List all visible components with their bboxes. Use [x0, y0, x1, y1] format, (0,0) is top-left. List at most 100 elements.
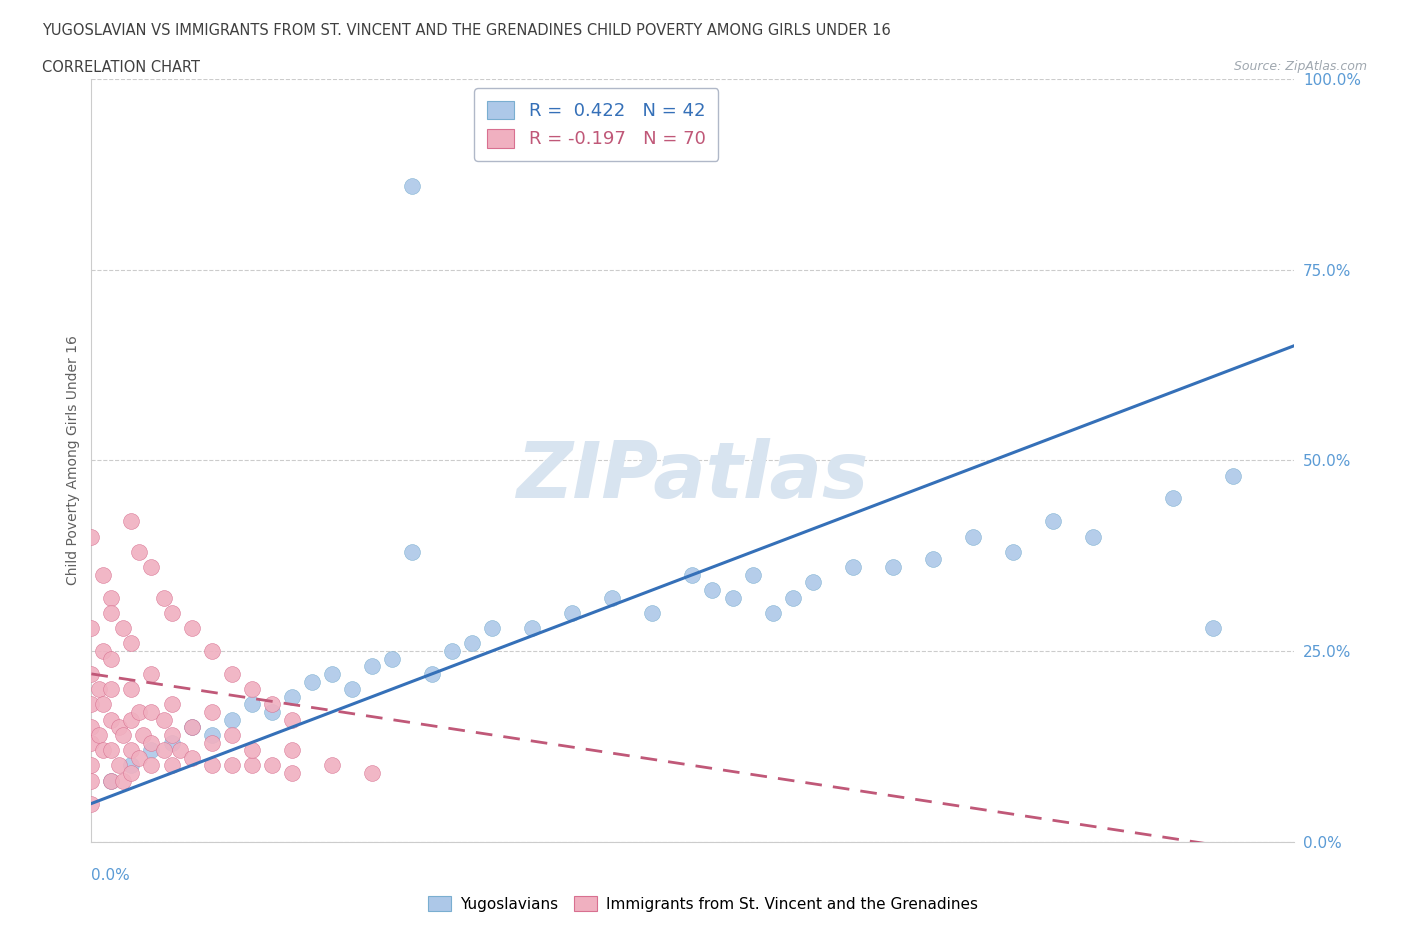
Point: [240, 743, 263, 758]
Point: [100, 773, 122, 788]
Point: [1163, 491, 1185, 506]
Point: [641, 605, 664, 620]
Point: [360, 765, 382, 780]
Point: [260, 697, 283, 711]
Point: [240, 697, 263, 711]
Point: [100, 743, 122, 758]
Point: [340, 682, 363, 697]
Point: [401, 179, 423, 193]
Point: [152, 712, 174, 727]
Point: [100, 591, 122, 605]
Point: [260, 758, 283, 773]
Point: [1202, 620, 1225, 635]
Point: [100, 682, 122, 697]
Point: [112, 620, 135, 635]
Point: [152, 743, 174, 758]
Point: [141, 743, 163, 758]
Legend: Yugoslavians, Immigrants from St. Vincent and the Grenadines: Yugoslavians, Immigrants from St. Vincen…: [422, 889, 984, 918]
Point: [141, 705, 163, 720]
Point: [702, 582, 724, 597]
Point: [132, 727, 155, 742]
Point: [201, 735, 224, 750]
Point: [602, 591, 624, 605]
Point: [281, 689, 304, 704]
Point: [281, 765, 304, 780]
Point: [100, 651, 122, 666]
Legend: R =  0.422   N = 42, R = -0.197   N = 70: R = 0.422 N = 42, R = -0.197 N = 70: [474, 88, 718, 161]
Point: [681, 567, 703, 582]
Text: 0.0%: 0.0%: [91, 869, 131, 883]
Point: [80, 620, 103, 635]
Point: [762, 605, 785, 620]
Point: [80, 529, 103, 544]
Point: [121, 743, 143, 758]
Text: Source: ZipAtlas.com: Source: ZipAtlas.com: [1233, 60, 1367, 73]
Point: [201, 644, 224, 658]
Point: [321, 667, 343, 682]
Point: [108, 758, 131, 773]
Point: [121, 758, 143, 773]
Point: [152, 591, 174, 605]
Point: [1222, 468, 1244, 483]
Point: [89, 682, 111, 697]
Point: [922, 552, 945, 567]
Point: [121, 682, 143, 697]
Point: [461, 636, 484, 651]
Point: [180, 620, 202, 635]
Point: [1042, 514, 1064, 529]
Point: [440, 644, 463, 658]
Point: [128, 705, 150, 720]
Point: [121, 636, 143, 651]
Text: CORRELATION CHART: CORRELATION CHART: [42, 60, 200, 75]
Y-axis label: Child Poverty Among Girls Under 16: Child Poverty Among Girls Under 16: [66, 336, 80, 585]
Point: [108, 720, 131, 735]
Point: [80, 796, 103, 811]
Point: [121, 514, 143, 529]
Point: [121, 712, 143, 727]
Point: [962, 529, 984, 544]
Point: [93, 644, 115, 658]
Point: [180, 751, 202, 765]
Point: [240, 758, 263, 773]
Point: [741, 567, 763, 582]
Point: [201, 727, 224, 742]
Point: [93, 697, 115, 711]
Point: [360, 658, 382, 673]
Point: [481, 620, 503, 635]
Point: [141, 735, 163, 750]
Point: [169, 743, 191, 758]
Point: [80, 667, 103, 682]
Point: [141, 667, 163, 682]
Point: [281, 712, 304, 727]
Point: [1083, 529, 1105, 544]
Point: [128, 751, 150, 765]
Point: [100, 773, 122, 788]
Point: [522, 620, 544, 635]
Point: [80, 773, 103, 788]
Point: [180, 720, 202, 735]
Point: [80, 735, 103, 750]
Point: [801, 575, 824, 590]
Point: [240, 682, 263, 697]
Point: [201, 705, 224, 720]
Point: [561, 605, 583, 620]
Point: [381, 651, 404, 666]
Point: [121, 765, 143, 780]
Point: [782, 591, 804, 605]
Text: YUGOSLAVIAN VS IMMIGRANTS FROM ST. VINCENT AND THE GRENADINES CHILD POVERTY AMON: YUGOSLAVIAN VS IMMIGRANTS FROM ST. VINCE…: [42, 23, 891, 38]
Point: [201, 758, 224, 773]
Text: ZIPatlas: ZIPatlas: [516, 438, 869, 513]
Point: [180, 720, 202, 735]
Point: [1001, 544, 1024, 559]
Point: [100, 712, 122, 727]
Point: [281, 743, 304, 758]
Point: [221, 667, 243, 682]
Point: [80, 720, 103, 735]
Point: [301, 674, 323, 689]
Point: [112, 727, 135, 742]
Point: [160, 758, 183, 773]
Point: [128, 544, 150, 559]
Point: [100, 605, 122, 620]
Point: [112, 773, 135, 788]
Point: [420, 667, 443, 682]
